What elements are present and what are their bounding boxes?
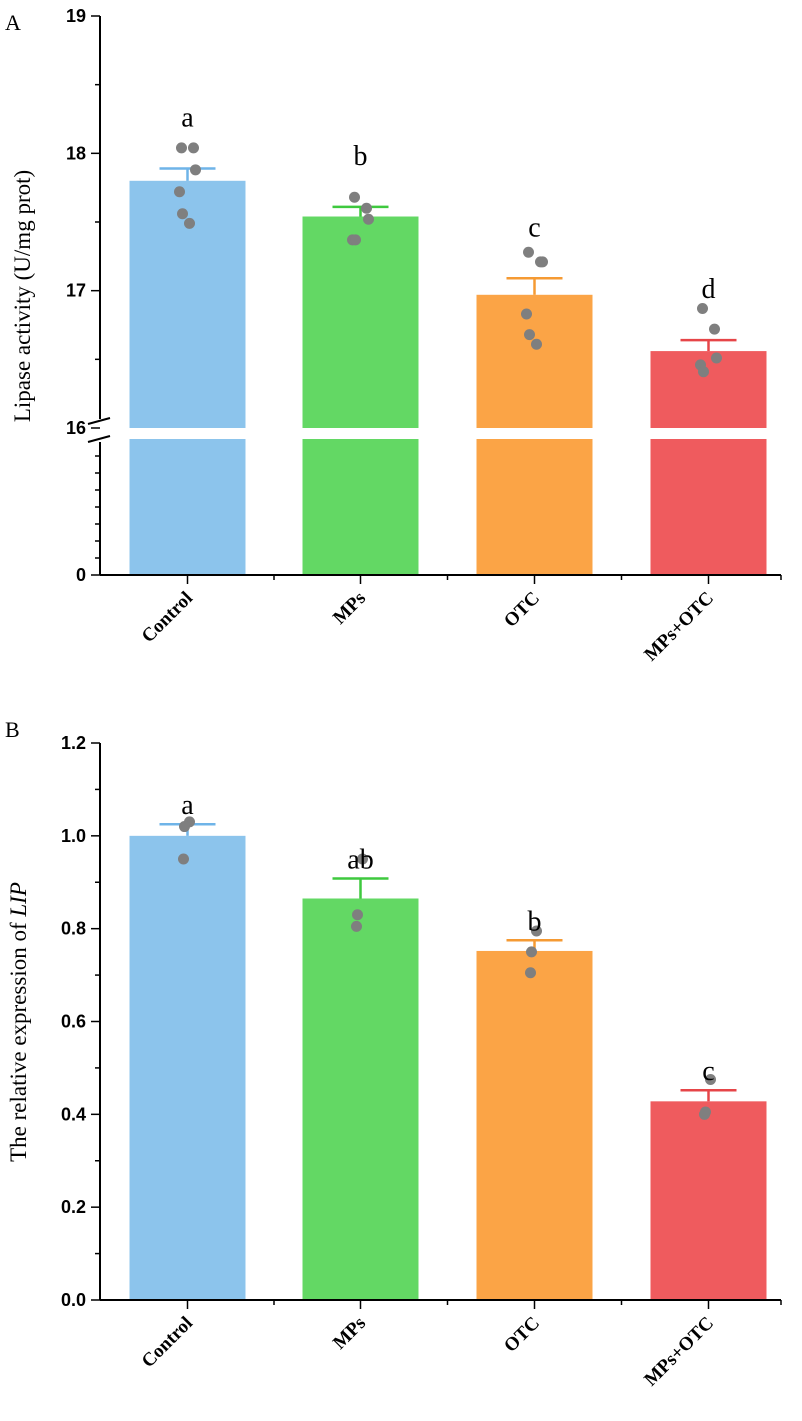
panel-a-point-mps-otc-4 bbox=[698, 366, 709, 378]
panel-b-point-mps-otc-2 bbox=[699, 1108, 710, 1120]
panel-a-bar-lower-mps-otc bbox=[650, 439, 767, 575]
panel-b-ytick-label-0.4: 0.4 bbox=[61, 1104, 86, 1124]
panel-a-point-mps-0 bbox=[349, 191, 360, 203]
panel-b-point-mps-otc-0 bbox=[705, 1074, 716, 1086]
panel-b-ytick-label-0.2: 0.2 bbox=[61, 1197, 86, 1217]
panel-b-ytick-label-0.6: 0.6 bbox=[61, 1012, 86, 1032]
panel-a-bar-lower-control bbox=[129, 439, 246, 575]
panel-a-point-control-1 bbox=[188, 142, 199, 154]
panel-b-chart: a ab b c 0.0 0.2 0.4 0.6 0.8 1.0 1.2 Control MPs OTC M… bbox=[6, 733, 782, 1391]
panel-a-xtick-label-mps-otc: MPs+OTC bbox=[640, 588, 718, 666]
panel-a-point-otc-3 bbox=[521, 308, 532, 320]
panel-a-ytick-label-19: 19 bbox=[66, 6, 86, 26]
panel-a-bar-lower-otc bbox=[476, 439, 593, 575]
panel-b-xtick-label-otc: OTC bbox=[500, 1313, 544, 1357]
panel-a-bar-upper-control bbox=[129, 180, 246, 428]
panel-a-point-mps-otc-1 bbox=[709, 323, 720, 335]
panel-b-y-axis-label-gene: LIP bbox=[6, 882, 31, 918]
panel-a-sig-otc: c bbox=[528, 212, 540, 243]
panel-a-bar-lower-mps bbox=[302, 439, 419, 575]
panel-a-point-control-5 bbox=[184, 217, 195, 229]
panel-a-axis-break-lower bbox=[87, 435, 111, 443]
panel-a-point-mps-otc-0 bbox=[697, 303, 708, 315]
panel-b-ytick-label-1.2: 1.2 bbox=[61, 733, 86, 753]
panel-b-bar-control bbox=[129, 835, 246, 1300]
panel-b-sig-otc: b bbox=[528, 906, 542, 937]
panel-a-point-mps-otc-2 bbox=[711, 352, 722, 364]
panel-b-point-mps-0 bbox=[357, 853, 368, 865]
panel-a-point-mps-2 bbox=[363, 213, 374, 225]
panel-b-y-axis-label-prefix: The relative expression of bbox=[6, 917, 31, 1162]
panel-a-point-otc-5 bbox=[531, 338, 542, 350]
panel-a-xtick-label-control: Control bbox=[138, 588, 197, 647]
panel-b-sig-mps-otc: c bbox=[702, 1056, 714, 1087]
panel-a-point-control-3 bbox=[174, 186, 185, 198]
panel-a-chart: a b c d 0 16 17 18 19 Control MPs OTC MPs+OTC Lipase … bbox=[10, 6, 782, 666]
panel-b-point-control-2 bbox=[178, 853, 189, 865]
panel-b-point-otc-1 bbox=[526, 946, 537, 958]
panel-a-point-control-0 bbox=[176, 142, 187, 154]
panel-b-y-axis-label: The relative expression of LIP bbox=[6, 882, 31, 1162]
panel-b-sig-mps: ab bbox=[347, 845, 373, 876]
panel-b-point-otc-0 bbox=[531, 925, 542, 937]
panel-b-letter: B bbox=[5, 717, 20, 742]
panel-b-sig-control: a bbox=[181, 790, 194, 821]
panel-a-sig-mps: b bbox=[354, 141, 368, 172]
panel-a-point-control-4 bbox=[177, 208, 188, 220]
panel-a-ytick-label-18: 18 bbox=[66, 143, 86, 163]
panel-b-ytick-label-0.0: 0.0 bbox=[61, 1290, 86, 1310]
panel-b-bar-mps bbox=[302, 898, 419, 1300]
panel-b-bar-mps-otc bbox=[650, 1101, 767, 1300]
panel-a-xtick-label-otc: OTC bbox=[500, 588, 544, 632]
panel-b-point-otc-2 bbox=[525, 967, 536, 979]
panel-b-point-mps-2 bbox=[351, 920, 362, 932]
panel-a-bar-upper-mps bbox=[302, 216, 419, 428]
panel-a-y-axis-label: Lipase activity (U/mg prot) bbox=[10, 170, 35, 422]
panel-a-sig-control: a bbox=[181, 102, 194, 133]
panel-a-ytick-label-16: 16 bbox=[66, 418, 86, 438]
panel-a-point-mps-4 bbox=[350, 234, 361, 246]
panel-b-bar-otc bbox=[476, 950, 593, 1300]
panel-a-xtick-label-mps: MPs bbox=[329, 588, 370, 629]
panel-b-xtick-label-mps: MPs bbox=[329, 1313, 370, 1354]
panel-a-ytick-label-0: 0 bbox=[76, 565, 86, 585]
panel-a-point-control-2 bbox=[190, 164, 201, 176]
panel-a-axis-break-upper bbox=[87, 417, 111, 425]
panel-b-xtick-label-control: Control bbox=[138, 1313, 197, 1372]
panel-b-ytick-label-0.8: 0.8 bbox=[61, 919, 86, 939]
panel-b-point-mps-1 bbox=[352, 909, 363, 921]
panel-a-point-otc-2 bbox=[537, 256, 548, 268]
panel-b-ytick-label-1.0: 1.0 bbox=[61, 826, 86, 846]
panel-a-letter: A bbox=[5, 10, 21, 35]
panel-a-point-otc-0 bbox=[523, 246, 534, 258]
panel-a-bar-upper-otc bbox=[476, 294, 593, 428]
panel-a-bar-upper-mps-otc bbox=[650, 351, 767, 428]
panel-a-point-otc-4 bbox=[524, 329, 535, 341]
panel-b-xtick-label-mps-otc: MPs+OTC bbox=[640, 1313, 718, 1391]
panel-a-ytick-label-17: 17 bbox=[66, 281, 86, 301]
panel-b-point-control-1 bbox=[179, 821, 190, 833]
panel-a-point-mps-1 bbox=[361, 202, 372, 214]
panel-a-sig-mps-otc: d bbox=[702, 274, 716, 305]
